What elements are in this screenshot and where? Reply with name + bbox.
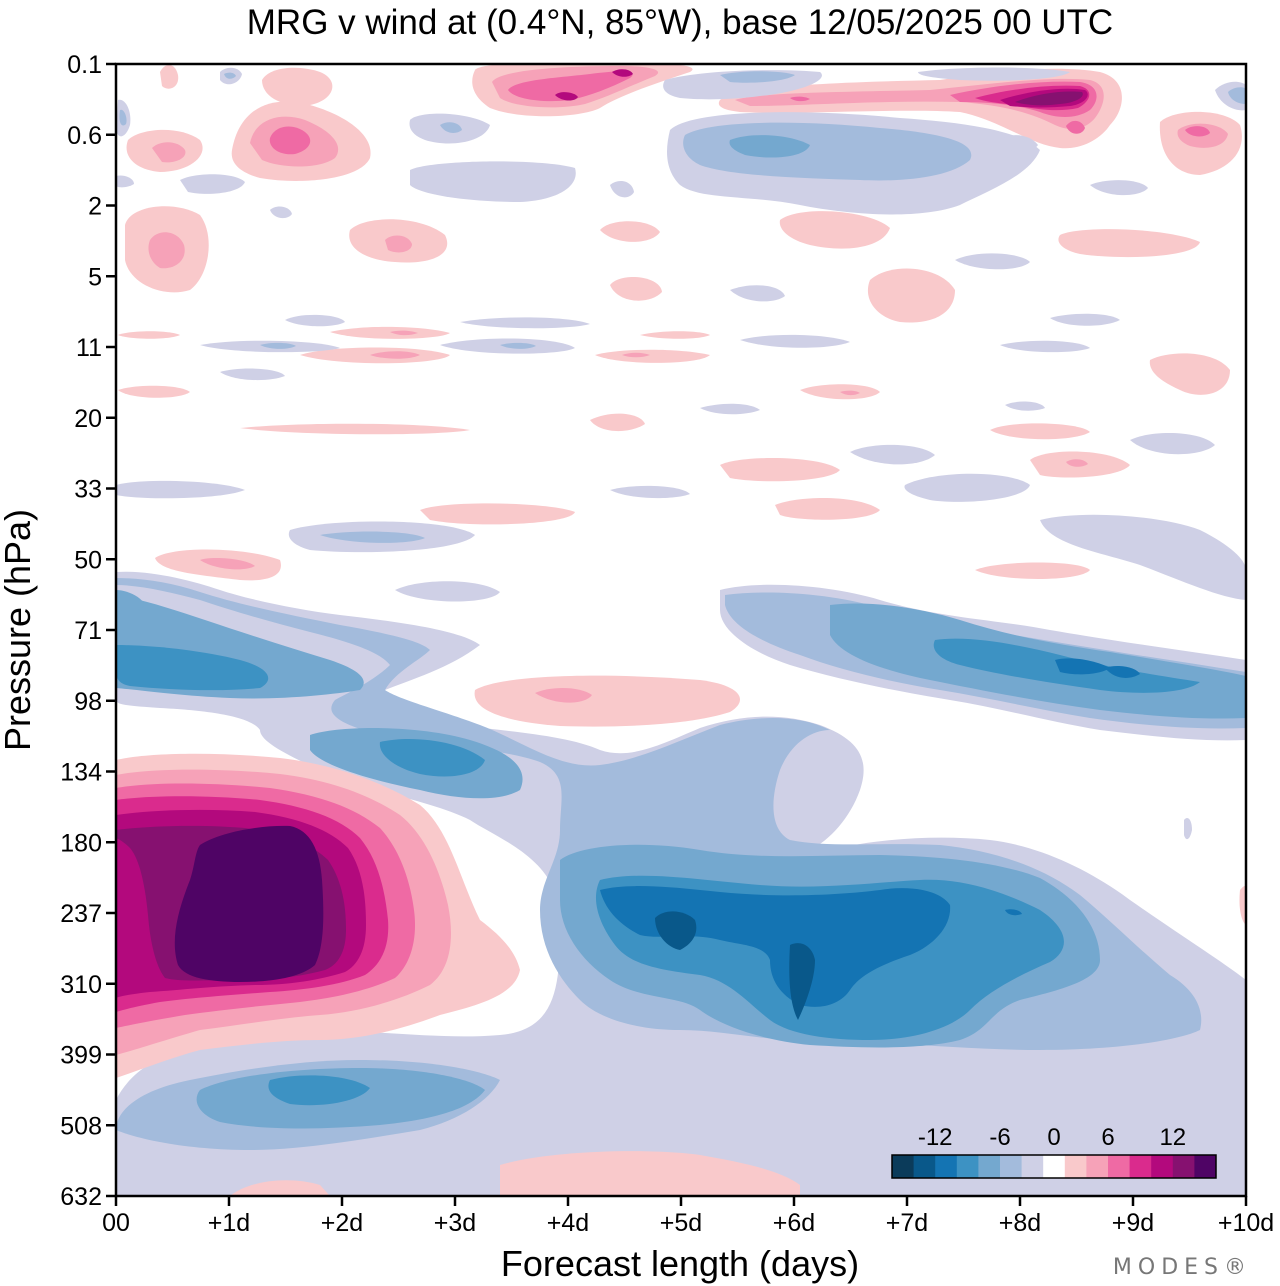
y-tick-label: 508 [60,1112,102,1140]
colorbar-swatch [1043,1155,1066,1178]
y-tick-label: 11 [76,334,102,362]
contour-strat-positive [118,211,1230,581]
colorbar-swatch [1194,1155,1217,1178]
x-tick-label: +8d [999,1209,1041,1237]
contour-bottom-positive [230,1151,800,1196]
colorbar-swatch [956,1155,979,1178]
x-axis: 00 +1d +2d +3d +4d +5d +6d +7d +8d +9d +10d [102,1196,1274,1237]
y-tick-label: 33 [74,476,102,504]
colorbar-swatch [1172,1155,1195,1178]
y-tick-label: 632 [60,1183,102,1211]
y-axis: 0.1 0.6 2 5 11 20 33 50 71 98 134 180 237 310 399 508 63… [60,51,116,1211]
y-tick-label: 50 [74,546,102,574]
x-axis-label: Forecast length (days) [501,1243,859,1284]
x-tick-label: +10d [1218,1209,1274,1237]
y-tick-label: 399 [60,1042,102,1070]
y-tick-label: 2 [88,193,102,221]
colorbar-frame [891,1154,1217,1179]
colorbar-swatch [1151,1155,1174,1178]
colorbar-tick-label: -6 [989,1124,1010,1151]
colorbar-swatch [1000,1155,1023,1178]
y-tick-label: 71 [74,617,102,645]
y-tick-label: 20 [74,405,102,433]
contour-main-negative [116,571,1246,1196]
modes-logo: MODES® [1113,1255,1252,1280]
plot-area [116,64,1246,1196]
colorbar-tick-label: 0 [1047,1124,1060,1151]
colorbar-swatch [1129,1155,1152,1178]
chart-title: MRG v wind at (0.4°N, 85°W), base 12/05/… [247,3,1113,42]
x-tick-label: +9d [1112,1209,1154,1237]
contour-upper-left-positive [125,64,448,293]
colorbar-legend: -12 -6 0 6 12 [891,1124,1217,1179]
y-tick-label: 134 [60,759,102,787]
colorbar-swatch [892,1155,915,1178]
x-tick-label: +4d [547,1209,589,1237]
colorbar-swatch [1064,1155,1087,1178]
x-tick-label: +3d [434,1209,476,1237]
x-tick-label: +1d [208,1209,250,1237]
contour-top-center-positive [472,64,693,117]
colorbar-swatch [1086,1155,1109,1178]
x-tick-label: +2d [321,1209,363,1237]
contour-98hPa-positive [474,675,740,727]
x-tick-label: +7d [886,1209,928,1237]
colorbar-swatch [913,1155,936,1178]
y-tick-label: 237 [60,900,102,928]
y-tick-label: 310 [60,971,102,999]
contour-top-right-negative [116,67,1246,215]
y-tick-label: 0.6 [67,122,102,150]
colorbar-tick-label: 6 [1101,1124,1114,1151]
contour-top-right-positive [718,68,1242,175]
y-axis-label: Pressure (hPa) [0,509,38,751]
colorbar-tick-label: 12 [1159,1124,1186,1151]
colorbar-swatch [1021,1155,1044,1178]
x-tick-label: 00 [102,1209,130,1237]
colorbar-swatch [935,1155,958,1178]
y-tick-label: 0.1 [67,51,102,79]
colorbar-swatch [1108,1155,1131,1178]
x-tick-label: +5d [660,1209,702,1237]
y-tick-label: 5 [88,263,102,291]
y-tick-label: 98 [74,688,102,716]
x-tick-label: +6d [773,1209,815,1237]
contour-main-positive [116,753,1246,1078]
y-tick-label: 180 [60,829,102,857]
colorbar-swatch [978,1155,1001,1178]
colorbar-tick-label: -12 [918,1124,953,1151]
contour-strat-negative [116,180,1246,602]
